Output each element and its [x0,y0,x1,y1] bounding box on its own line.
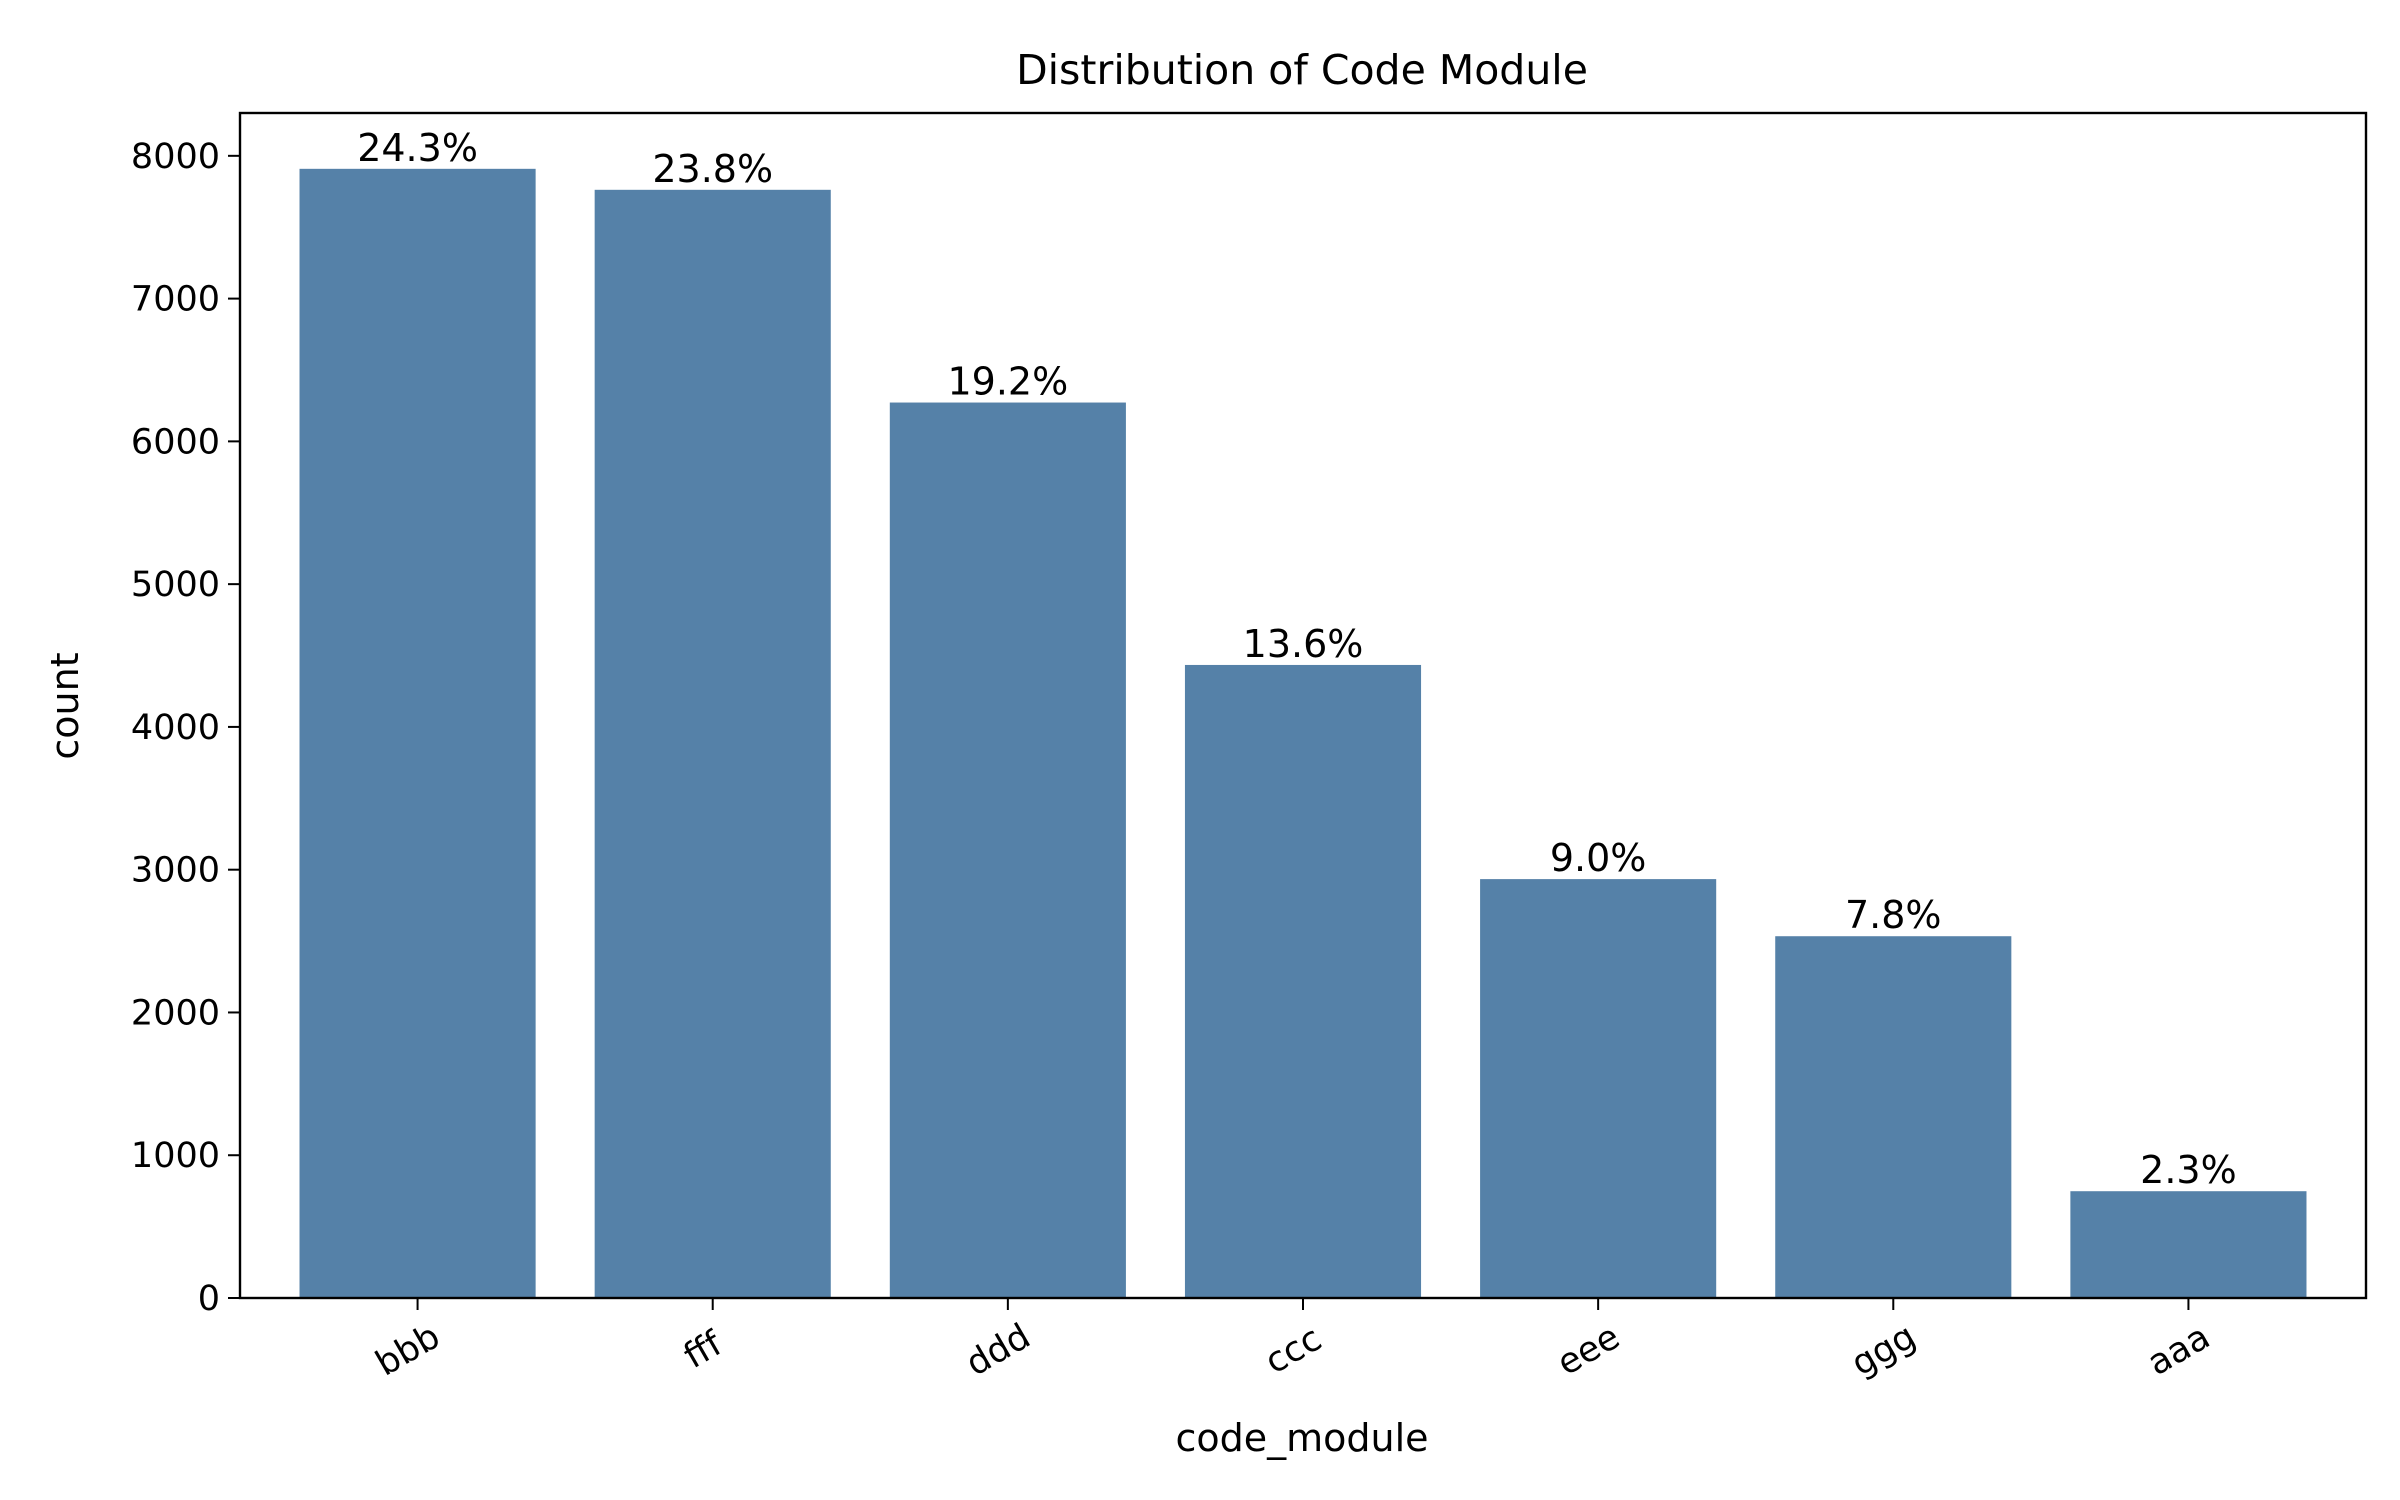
plot-frame [238,111,2368,1300]
chart-title: Distribution of Code Module [1016,46,1588,94]
bar-eee [1480,879,1717,1298]
bar-ccc [1184,664,1422,1298]
bar-value-label-ggg: 7.8% [1845,893,1942,937]
bar-labels-group: 24.3% 23.8% 19.2% 13.6% 9.0% 7.8% 2.3% [357,126,2236,1192]
bar-ddd [889,402,1126,1298]
x-axis-label: code_module [1175,1416,1428,1460]
bar-fff [594,189,831,1299]
y-tick-label-8000: 8000 [131,137,220,177]
bar-value-label-fff: 23.8% [652,147,773,191]
y-axis-label: count [43,652,87,759]
y-tick-label-0: 0 [198,1279,220,1319]
y-tick-label-2000: 2000 [131,993,220,1033]
bar-value-label-ccc: 13.6% [1243,622,1364,666]
y-tick-label-1000: 1000 [131,1136,220,1176]
y-tick-label-3000: 3000 [131,851,220,891]
bar-value-label-eee: 9.0% [1550,836,1647,880]
bar-bbb [299,168,536,1298]
bar-value-label-bbb: 24.3% [357,126,478,170]
y-tick-label-7000: 7000 [131,280,220,320]
bar-value-label-ddd: 19.2% [947,360,1068,404]
y-tick-label-5000: 5000 [131,565,220,605]
bar-ggg [1775,936,2012,1298]
y-axis-ticks: 0 1000 2000 3000 4000 5000 6000 7000 8000 [131,137,240,1319]
bar-value-label-aaa: 2.3% [2140,1148,2237,1192]
bar-aaa [2070,1191,2307,1298]
bars-group [299,168,2307,1299]
y-tick-label-6000: 6000 [131,422,220,462]
y-tick-label-4000: 4000 [131,708,220,748]
